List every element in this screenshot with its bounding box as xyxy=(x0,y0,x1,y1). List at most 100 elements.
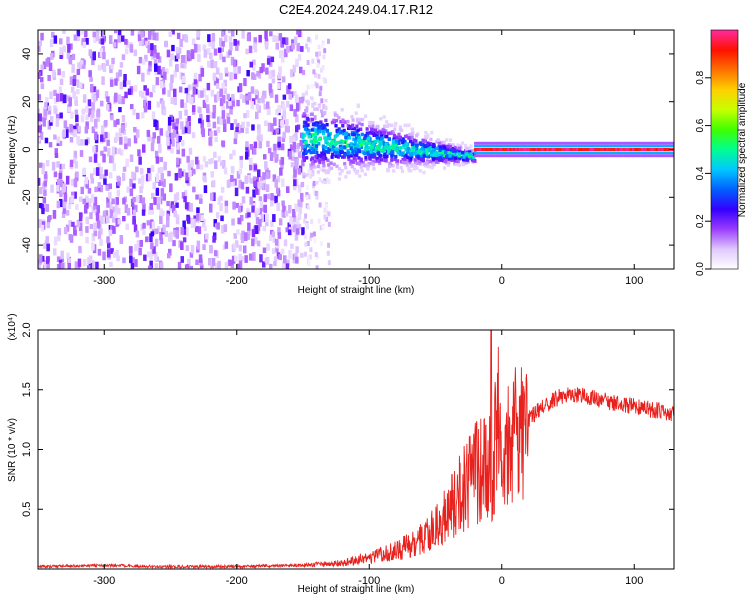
spectrogram-cell xyxy=(269,152,274,161)
spectrogram-cell xyxy=(396,159,400,163)
spectrogram-cell xyxy=(277,83,281,89)
spectrogram-cell xyxy=(366,152,370,156)
spectrogram-cell xyxy=(415,154,419,159)
spectrogram-cell xyxy=(624,148,627,151)
spectrogram-cell xyxy=(265,184,270,192)
spectrogram-cell xyxy=(548,154,551,158)
spectrogram-cell xyxy=(611,151,614,155)
spectrogram-cell xyxy=(611,141,614,145)
spectrogram-cell xyxy=(408,148,413,153)
spectrogram-cell xyxy=(487,144,490,148)
spectrogram-cell xyxy=(655,144,659,148)
spectrogram-cell xyxy=(237,217,241,225)
spectrogram-cell xyxy=(221,31,225,37)
spectrogram-cell xyxy=(273,256,278,262)
spectrogram-cell xyxy=(643,148,646,151)
spectrogram-cell xyxy=(78,82,83,88)
spectrogram-cell xyxy=(147,167,151,174)
spectrogram-cell xyxy=(196,240,201,250)
spectrogram-cell xyxy=(50,53,54,60)
spectrogram-cell xyxy=(648,144,651,148)
spectrogram-cell xyxy=(513,154,516,158)
spectrogram-cell xyxy=(66,36,70,46)
spectrogram-cell xyxy=(371,142,375,146)
spectrogram-cell xyxy=(112,251,117,258)
spectrogram-cell xyxy=(466,146,470,151)
spectrogram-cell xyxy=(288,250,292,259)
spectrogram-cell xyxy=(309,247,313,253)
spectrogram-cell xyxy=(309,150,313,155)
spectrogram-cell xyxy=(257,129,261,137)
spectrogram-cell xyxy=(191,132,196,139)
spectrogram-cell xyxy=(613,144,616,148)
spectrogram-cell xyxy=(283,239,288,247)
spectrogram-cell xyxy=(522,144,525,148)
spectrogram-cell xyxy=(52,210,57,219)
spectrogram-cell xyxy=(427,165,431,169)
spectrogram-cell xyxy=(102,64,107,72)
spectrogram-cell xyxy=(479,148,482,151)
spectrogram-cell xyxy=(374,159,378,164)
spectrogram-cell xyxy=(258,218,262,227)
spectrogram-cell xyxy=(398,125,402,129)
spectrogram-cell xyxy=(637,144,640,148)
spectrogram-cell xyxy=(155,122,159,131)
spectrogram-cell xyxy=(355,137,359,141)
spectrogram-cell xyxy=(539,144,542,148)
spectrogram-cell xyxy=(203,49,208,58)
spectrogram-cell xyxy=(141,39,145,47)
spectrogram-cell xyxy=(56,200,61,209)
spectrogram-cell xyxy=(594,144,597,148)
y-tick-label: 2.0 xyxy=(21,322,33,337)
spectrogram-cell xyxy=(327,221,331,227)
spectrogram-cell xyxy=(670,151,673,155)
spectrogram-cell xyxy=(369,147,373,152)
spectrogram-cell xyxy=(327,142,331,146)
spectrogram-cell xyxy=(97,248,102,256)
spectrogram-cell xyxy=(477,154,481,158)
spectrogram-cell xyxy=(393,127,397,131)
spectrogram-cell xyxy=(42,118,46,127)
spectrogram-cell xyxy=(185,245,190,251)
spectrogram-cell xyxy=(97,64,102,71)
spectrogram-cell xyxy=(213,48,218,56)
spectrogram-cell xyxy=(150,242,154,250)
spectrogram-cell xyxy=(346,170,350,175)
spectrogram-cell xyxy=(129,246,133,254)
spectrogram-cell xyxy=(542,151,545,155)
spectrogram-cell xyxy=(578,151,581,155)
spectrogram-cell xyxy=(125,158,129,168)
spectrogram-cell xyxy=(46,221,51,229)
spectrogram-cell xyxy=(324,98,328,103)
spectrogram-cell xyxy=(202,244,206,250)
spectrogram-cell xyxy=(94,145,99,152)
spectrogram-cell xyxy=(515,151,518,155)
spectrogram-cell xyxy=(596,141,599,145)
spectrogram-cell xyxy=(77,126,81,132)
spectrogram-cell xyxy=(251,229,256,238)
spectrogram-cell xyxy=(395,143,399,148)
spectrogram-cell xyxy=(302,173,306,179)
spectrogram-cell xyxy=(574,144,577,148)
spectrogram-cell xyxy=(188,84,192,91)
spectrogram-cell xyxy=(122,166,127,172)
spectrogram-cell xyxy=(445,138,449,142)
spectrogram-cell xyxy=(149,260,153,269)
spectrogram-cell xyxy=(401,140,405,145)
spectrogram-cell xyxy=(217,116,221,125)
spectrogram-cell xyxy=(529,151,532,155)
spectrogram-cell xyxy=(80,139,84,146)
spectrogram-cell xyxy=(355,161,359,166)
spectrogram-cell xyxy=(520,144,523,148)
spectrogram-cell xyxy=(188,169,192,177)
spectrogram-cell xyxy=(282,50,286,56)
spectrogram-cell xyxy=(322,123,326,128)
spectrogram-cell xyxy=(339,140,343,145)
spectrogram-cell xyxy=(600,148,603,151)
spectrogram-cell xyxy=(40,32,44,41)
spectrogram-cell xyxy=(141,91,145,99)
spectrogram-cell xyxy=(121,35,125,42)
spectrogram-cell xyxy=(552,141,555,145)
spectrogram-cell xyxy=(85,105,89,113)
spectrogram-cell xyxy=(440,151,444,155)
